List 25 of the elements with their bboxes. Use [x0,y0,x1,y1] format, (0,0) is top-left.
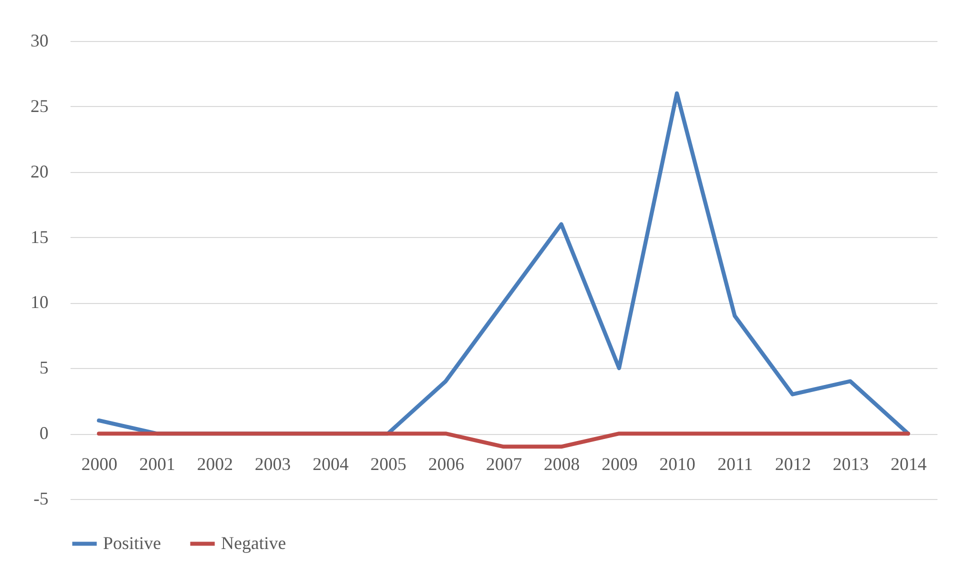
x-tick-label: 2002 [197,454,233,474]
y-tick-label: 10 [30,292,48,312]
y-tick-label: 30 [30,30,48,50]
x-tick-label: 2006 [428,454,464,474]
x-tick-label: 2011 [718,454,753,474]
y-tick-label: 15 [30,226,48,247]
y-tick-label: -5 [34,488,48,508]
x-tick-label: 2014 [890,454,927,474]
x-tick-label: 2009 [602,454,638,474]
x-tick-label: 2001 [139,454,176,474]
legend-label: Negative [221,532,286,553]
x-tick-label: 2007 [486,454,522,474]
x-tick-label: 2008 [544,454,580,474]
x-tick-label: 2000 [81,454,118,474]
x-tick-label: 2004 [312,454,349,474]
x-tick-label: 2013 [832,454,869,474]
x-tick-label: 2005 [370,454,406,474]
x-tick-label: 2003 [254,454,291,474]
legend-label: Positive [103,532,162,553]
y-tick-label: 20 [30,161,48,182]
y-tick-label: 25 [30,96,48,116]
y-tick-label: 5 [40,358,48,378]
x-tick-label: 2010 [659,454,696,474]
x-tick-label: 2012 [775,454,811,474]
y-tick-label: 0 [40,423,48,444]
